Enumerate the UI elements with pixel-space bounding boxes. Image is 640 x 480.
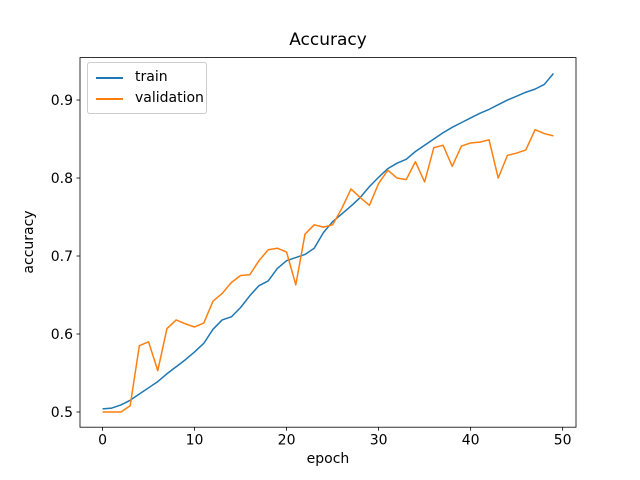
train-line bbox=[102, 73, 555, 410]
x-tick-label: 10 bbox=[186, 433, 204, 449]
x-tick-label: 20 bbox=[278, 433, 296, 449]
validation-line-swatch bbox=[96, 97, 123, 100]
y-axis-label: accuracy bbox=[21, 210, 37, 274]
x-tick-label: 40 bbox=[462, 433, 480, 449]
y-tick-label: 0.8 bbox=[51, 171, 73, 187]
validation-line bbox=[102, 128, 554, 413]
legend-label-train: train bbox=[135, 69, 168, 85]
legend-box: train validation bbox=[87, 62, 207, 114]
y-tick-label: 0.7 bbox=[51, 249, 73, 265]
x-tick-label: 50 bbox=[554, 433, 572, 449]
y-tick-label: 0.9 bbox=[51, 93, 73, 109]
chart-title: Accuracy bbox=[289, 30, 367, 50]
x-tick-label: 0 bbox=[98, 433, 107, 449]
y-tick-label: 0.5 bbox=[51, 405, 73, 421]
train-line-swatch bbox=[96, 76, 123, 79]
axes-spines bbox=[79, 57, 577, 428]
x-axis-label: epoch bbox=[306, 451, 350, 467]
x-tick-label: 30 bbox=[370, 433, 388, 449]
y-tick-label: 0.6 bbox=[51, 327, 73, 343]
legend-label-validation: validation bbox=[135, 90, 204, 106]
legend-item-validation: validation bbox=[96, 88, 204, 109]
legend-item-train: train bbox=[96, 67, 198, 88]
